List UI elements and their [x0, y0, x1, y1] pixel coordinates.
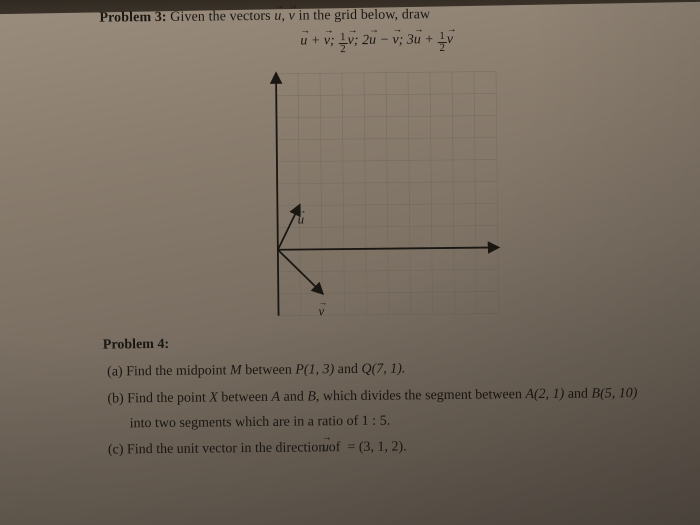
f-v2: v — [348, 33, 354, 49]
p4b-t5: and — [564, 386, 591, 401]
p4a-t1: Find the midpoint — [123, 363, 230, 379]
f-half1: 12 — [338, 32, 348, 55]
p4b-A: A — [271, 389, 280, 404]
grid-svg: u→v→ — [170, 59, 503, 318]
f-u3: u — [414, 32, 421, 48]
f-v1: v — [324, 33, 330, 49]
p4b-t2: between — [218, 389, 272, 405]
problem-4a: (a) Find the midpoint M between P(1, 3) … — [103, 355, 657, 386]
f-v4: v — [447, 32, 453, 48]
svg-text:→: → — [318, 297, 327, 307]
p4a-M: M — [230, 363, 242, 378]
p4b-B2: B(5, 10) — [591, 386, 637, 401]
vector-v: v — [289, 9, 295, 25]
p4a-Q: Q(7, 1). — [361, 361, 405, 376]
p4b-t4: , which divides the segment between — [316, 387, 526, 404]
svg-text:→: → — [297, 205, 306, 215]
p4a-and: and — [334, 362, 361, 377]
f-half2: 12 — [437, 31, 447, 54]
vector-u: u — [274, 9, 281, 25]
f-u2: u — [369, 33, 376, 49]
p4b-A2: A(2, 1) — [525, 386, 564, 401]
p4b-t6: into two segments which are in a ratio o… — [130, 413, 391, 431]
p4c-label: (c) — [108, 443, 124, 458]
p4c-eq: = (3, 1, 2). — [344, 440, 407, 456]
p4c-t1: Find the unit vector in the direction of — [123, 441, 344, 458]
p4a-t2: between — [242, 362, 296, 378]
p4a-P: P(1, 3) — [295, 362, 334, 377]
vector-formula: u + v; 12v; 2u − v; 3u + 12v — [100, 29, 654, 58]
problem-3-text-2: in the grid below, draw — [295, 7, 430, 23]
p4b-t3: and — [280, 389, 307, 404]
p4b-label: (b) — [107, 391, 123, 406]
page-content: Problem 3: Given the vectors u, v in the… — [0, 0, 700, 525]
problem-4: Problem 4: (a) Find the midpoint M betwe… — [103, 328, 658, 464]
p4b-t1: Find the point — [124, 390, 210, 406]
problem-3-text-1: Given the vectors — [167, 9, 275, 25]
f-v3: v — [392, 33, 398, 49]
problem-4b: (b) Find the point X between A and B, wh… — [103, 381, 657, 437]
p4a-label: (a) — [107, 364, 123, 379]
problem-3-label: Problem 3: — [99, 10, 166, 26]
f-u1: u — [300, 34, 307, 50]
problem-4c: (c) Find the unit vector in the directio… — [104, 433, 658, 464]
problem-4-label: Problem 4: — [103, 328, 657, 359]
problem-3-heading: Problem 3: Given the vectors u, v in the… — [99, 5, 653, 27]
vector-grid: u→v→ — [170, 59, 503, 318]
